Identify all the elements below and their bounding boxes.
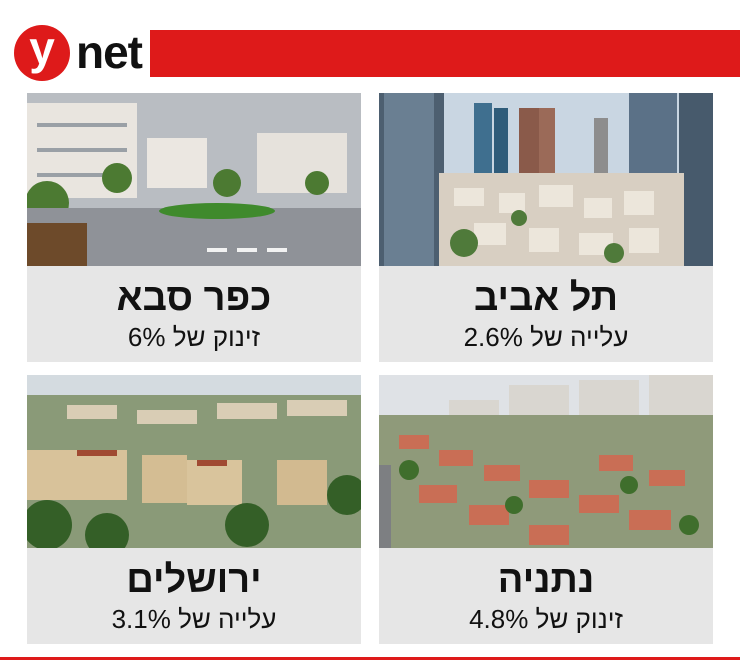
card-box: תל אביב עלייה של 2.6% — [379, 266, 713, 362]
photo — [379, 375, 713, 548]
city-name: נתניה — [497, 559, 595, 601]
header-bar — [150, 30, 740, 77]
card: כפר סבא זינוק של 6% — [27, 93, 361, 362]
logo-text: net — [76, 26, 143, 78]
card: ירושלים עלייה של 3.1% — [27, 375, 361, 644]
city-name: תל אביב — [473, 277, 619, 319]
price-change: עלייה של 3.1% — [111, 604, 277, 634]
logo-letter: y — [29, 22, 55, 74]
price-change: זינוק של 6% — [127, 322, 261, 352]
footer-line — [0, 657, 740, 660]
card: תל אביב עלייה של 2.6% — [379, 93, 713, 362]
city-name: ירושלים — [126, 559, 262, 601]
price-change: זינוק של 4.8% — [469, 604, 623, 634]
photo — [27, 93, 361, 266]
card-box: ירושלים עלייה של 3.1% — [27, 548, 361, 644]
card-box: נתניה זינוק של 4.8% — [379, 548, 713, 644]
price-change: עלייה של 2.6% — [463, 322, 629, 352]
city-name: כפר סבא — [116, 277, 272, 319]
card: נתניה זינוק של 4.8% — [379, 375, 713, 644]
photo — [379, 93, 713, 266]
photo — [27, 375, 361, 548]
card-box: כפר סבא זינוק של 6% — [27, 266, 361, 362]
logo-mark: y — [14, 25, 70, 81]
